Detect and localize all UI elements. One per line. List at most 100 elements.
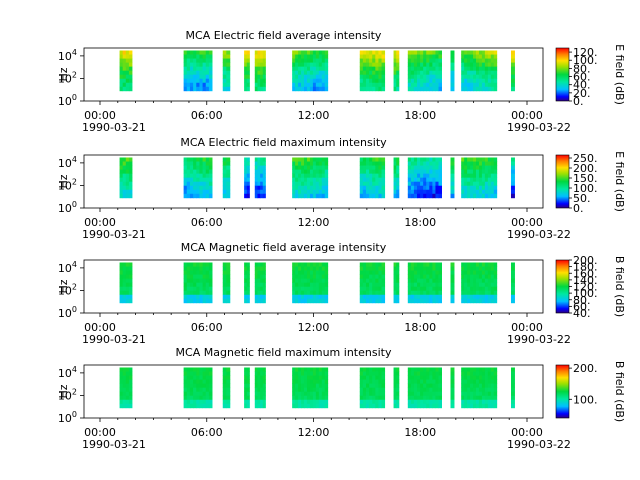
spectrogram-cell bbox=[464, 286, 468, 292]
spectrogram-cell bbox=[478, 371, 483, 376]
spectrogram-cell bbox=[295, 387, 299, 393]
spectrogram-cell bbox=[359, 278, 364, 284]
spectrogram-cell bbox=[246, 193, 250, 199]
spectrogram-cell bbox=[309, 54, 314, 59]
spectrogram-cell bbox=[260, 286, 264, 292]
spectrogram-cell bbox=[378, 278, 382, 284]
spectrogram-cell bbox=[186, 157, 191, 162]
spectrogram-cell bbox=[309, 157, 314, 162]
spectrogram-cell bbox=[369, 78, 373, 84]
spectrogram-cell bbox=[362, 266, 367, 271]
spectrogram-cell bbox=[324, 375, 329, 380]
spectrogram-cell bbox=[365, 270, 370, 275]
spectrogram-cell bbox=[309, 387, 314, 393]
spectrogram-cell bbox=[407, 62, 412, 68]
spectrogram-cell bbox=[396, 379, 400, 385]
spectrogram-cell bbox=[487, 86, 492, 92]
spectrogram-cell bbox=[226, 371, 231, 376]
spectrogram-cell bbox=[119, 66, 124, 72]
spectrogram-cell bbox=[205, 177, 210, 183]
spectrogram-cell bbox=[407, 274, 412, 280]
spectrogram-cell bbox=[487, 270, 492, 275]
spectrogram-cell bbox=[435, 395, 439, 401]
x-tick-label: 12:00 bbox=[298, 216, 330, 229]
spectrogram-cell bbox=[470, 286, 474, 292]
spectrogram-cell bbox=[375, 282, 379, 288]
spectrogram-cell bbox=[464, 387, 468, 393]
spectrogram-cell bbox=[122, 157, 127, 162]
spectrogram-cell bbox=[246, 62, 250, 68]
spectrogram-cell bbox=[369, 371, 373, 376]
spectrogram-cell bbox=[381, 375, 386, 380]
spectrogram-cell bbox=[125, 82, 130, 88]
spectrogram-cell bbox=[260, 266, 264, 271]
spectrogram-cell bbox=[306, 270, 311, 275]
spectrogram-cell bbox=[254, 286, 258, 292]
spectrogram-cell bbox=[375, 375, 379, 380]
spectrogram-cell bbox=[246, 86, 250, 92]
spectrogram-cell bbox=[306, 189, 311, 195]
panel-title: MCA Magnetic field maximum intensity bbox=[176, 346, 392, 359]
spectrogram-cell bbox=[298, 173, 302, 179]
spectrogram-cell bbox=[378, 78, 382, 84]
spectrogram-cell bbox=[183, 189, 188, 195]
spectrogram-cell bbox=[208, 262, 213, 267]
spectrogram-cell bbox=[435, 193, 439, 199]
spectrogram-cell bbox=[478, 266, 483, 271]
spectrogram-cell bbox=[481, 286, 486, 292]
spectrogram-cell bbox=[262, 371, 266, 376]
spectrogram-cell bbox=[470, 371, 474, 376]
spectrogram-cell bbox=[407, 270, 412, 275]
spectrogram-cell bbox=[375, 290, 379, 296]
spectrogram-cell bbox=[450, 82, 455, 88]
spectrogram-cell bbox=[318, 74, 323, 80]
spectrogram-cell bbox=[318, 193, 323, 199]
spectrogram-cell bbox=[407, 86, 412, 92]
spectrogram-cell bbox=[426, 70, 430, 76]
spectrogram-cell bbox=[426, 262, 430, 267]
spectrogram-cell bbox=[450, 375, 455, 380]
spectrogram-cell bbox=[450, 266, 455, 271]
spectrogram-cell bbox=[119, 282, 124, 288]
spectrogram-cell bbox=[359, 193, 364, 199]
spectrogram-cell bbox=[193, 161, 197, 166]
spectrogram-cell bbox=[246, 286, 250, 292]
spectrogram-cell bbox=[128, 270, 133, 275]
spectrogram-cell bbox=[260, 371, 264, 376]
spectrogram-cell bbox=[324, 290, 329, 296]
spectrogram-cell bbox=[199, 169, 203, 175]
spectrogram-cell bbox=[481, 58, 486, 63]
spectrogram-cell bbox=[396, 74, 400, 80]
spectrogram-cell bbox=[476, 383, 480, 389]
spectrogram-cell bbox=[315, 50, 320, 55]
spectrogram-cell bbox=[226, 266, 231, 271]
spectrogram-cell bbox=[450, 181, 455, 187]
spectrogram-cell bbox=[262, 383, 266, 389]
spectrogram-cell bbox=[490, 282, 495, 288]
spectrogram-cell bbox=[450, 169, 455, 175]
spectrogram-cell bbox=[478, 50, 483, 55]
spectrogram-cell bbox=[295, 290, 299, 296]
spectrogram-cell bbox=[464, 290, 468, 296]
spectrogram-cell bbox=[122, 379, 127, 385]
spectrogram-cell bbox=[426, 383, 430, 389]
spectrogram-cell bbox=[199, 165, 203, 170]
spectrogram-cell bbox=[306, 371, 311, 376]
spectrogram-cell bbox=[295, 173, 299, 179]
spectrogram-cell bbox=[205, 266, 210, 271]
spectrogram-cell bbox=[260, 387, 264, 393]
spectrogram-cell bbox=[295, 270, 299, 275]
spectrogram-cell bbox=[369, 165, 373, 170]
x-date-label: 1990-03-22 bbox=[507, 438, 571, 451]
spectrogram-cell bbox=[396, 189, 400, 195]
spectrogram-cell bbox=[295, 298, 299, 304]
spectrogram-cell bbox=[484, 54, 489, 59]
spectrogram-cell bbox=[119, 391, 124, 397]
spectrogram-cell bbox=[450, 193, 455, 199]
spectrogram-cell bbox=[122, 66, 127, 72]
spectrogram-cell bbox=[321, 169, 326, 175]
spectrogram-cell bbox=[122, 391, 127, 397]
spectrogram-cell bbox=[321, 403, 326, 409]
spectrogram-cell bbox=[304, 274, 308, 280]
spectrogram-cell bbox=[490, 290, 495, 296]
